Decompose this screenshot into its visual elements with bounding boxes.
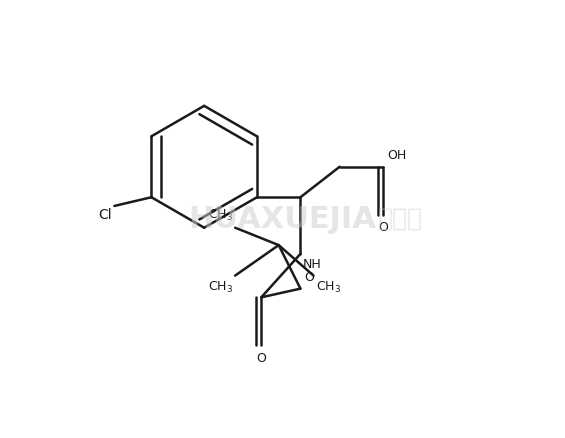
Text: 化学加: 化学加	[378, 207, 423, 231]
Text: O: O	[304, 271, 314, 284]
Text: CH$_3$: CH$_3$	[316, 280, 341, 295]
Text: O: O	[378, 221, 388, 234]
Text: HUAXUEJIA: HUAXUEJIA	[189, 205, 376, 233]
Text: O: O	[257, 352, 266, 365]
Text: Cl: Cl	[99, 208, 112, 222]
Text: CH$_3$: CH$_3$	[208, 280, 233, 295]
Text: OH: OH	[388, 149, 407, 162]
Text: CH$_3$: CH$_3$	[208, 208, 233, 223]
Text: NH: NH	[303, 258, 321, 271]
